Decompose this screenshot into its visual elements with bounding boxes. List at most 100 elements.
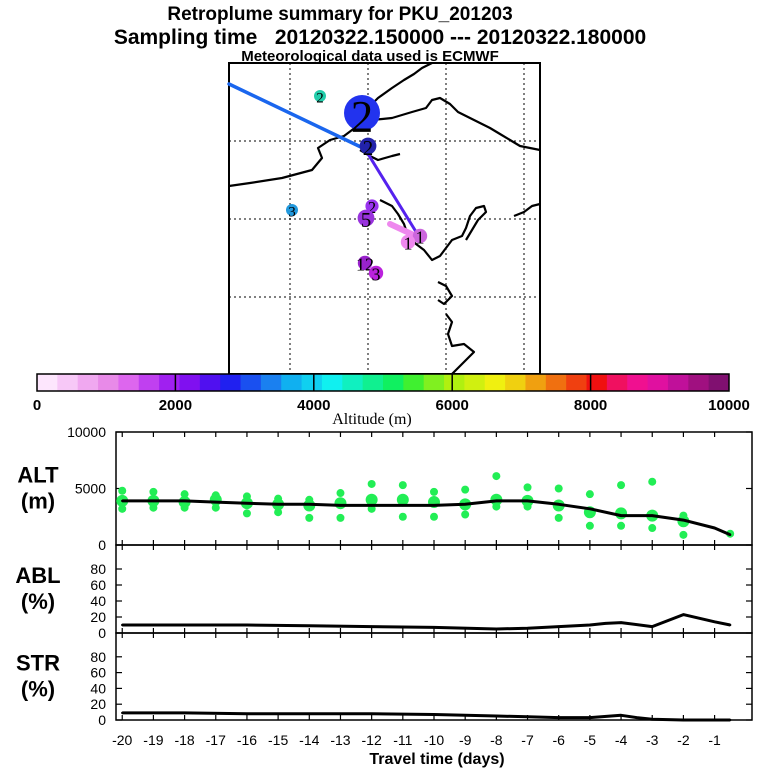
map-cluster-marker (357, 209, 375, 227)
colorbar-swatch (688, 374, 710, 391)
y-tick-label: 20 (90, 696, 106, 712)
sampling-time: Sampling time 20120322.150000 --- 201203… (114, 26, 646, 49)
colorbar-swatch (423, 374, 445, 391)
series-point (682, 718, 685, 722)
colorbar-swatch (566, 374, 588, 391)
series-point (588, 716, 592, 719)
colorbar-swatch (545, 374, 567, 391)
colorbar-swatch (586, 374, 608, 391)
altitude-cluster-point (679, 530, 688, 539)
colorbar-swatch (199, 374, 221, 391)
altitude-cluster-point (430, 487, 438, 496)
colorbar-swatch (159, 374, 180, 391)
series-point (432, 626, 436, 629)
y-tick-label: 60 (90, 665, 106, 681)
series-point (463, 503, 467, 506)
series-point (308, 624, 311, 627)
y-tick-label: 0 (98, 625, 106, 641)
map-cluster-label: 2 (351, 92, 374, 142)
altitude-cluster-point (365, 493, 378, 506)
time-series-panels: 1000050000ALT(m)806040200ABL(%)806040200… (15, 424, 753, 748)
x-tick-label: -7 (521, 732, 534, 748)
figure-title: Retroplume summary for PKU_201203 (167, 4, 512, 25)
series-point (370, 712, 373, 715)
x-tick-label: -19 (143, 732, 163, 748)
x-tick-label: -17 (206, 732, 226, 748)
series-point (121, 711, 124, 715)
altitude-cluster-point (648, 524, 657, 533)
series-point (370, 504, 373, 507)
series-point (619, 621, 623, 624)
series-point (526, 715, 529, 719)
series-point (619, 514, 623, 517)
map-cluster-label: 5 (361, 208, 372, 232)
map-cluster-label: 2 (316, 90, 324, 106)
colorbar-swatch (708, 374, 730, 391)
altitude-cluster-point (118, 486, 127, 495)
panel-label: (%) (21, 589, 55, 614)
colorbar-swatch (281, 374, 303, 391)
altitude-cluster-point (461, 485, 470, 494)
series-point (152, 499, 155, 503)
series-line-abl (122, 613, 731, 631)
series-point (604, 622, 607, 625)
map-cluster-marker (344, 95, 380, 131)
colorbar-swatch (321, 374, 343, 391)
x-tick-label: -9 (459, 732, 472, 748)
colorbar-swatch (525, 374, 547, 391)
map-cluster-marker (412, 228, 428, 244)
altitude-cluster-point (585, 490, 594, 499)
y-tick-label: 20 (90, 609, 106, 625)
series-line-str (122, 711, 731, 722)
map-cluster-label: 1 (416, 228, 425, 248)
trajectory-segment-a (227, 82, 367, 151)
series-point (276, 503, 280, 506)
colorbar-tick-label: 8000 (574, 397, 607, 414)
colorbar-swatch (260, 374, 282, 391)
altitude-cluster-point (492, 472, 501, 481)
colorbar-swatch (403, 374, 425, 391)
altitude-cluster-point (305, 513, 314, 522)
map-cluster-marker (368, 265, 384, 281)
altitude-cluster-point (554, 484, 563, 493)
panel-frame (115, 632, 753, 721)
y-tick-label: 5000 (75, 481, 106, 497)
altitude-cluster-point (336, 489, 345, 498)
altitude-cluster-point (149, 487, 158, 496)
x-tick-label: -3 (646, 732, 659, 748)
map-cluster-marker (314, 90, 326, 102)
x-tick-label: -8 (490, 732, 503, 748)
series-point (495, 627, 498, 631)
series-point (495, 499, 498, 503)
y-tick-label: 80 (90, 649, 106, 665)
series-point (308, 712, 311, 715)
series-point (526, 627, 529, 630)
colorbar-tick-label: 6000 (436, 397, 469, 414)
colorbar-swatch (98, 374, 119, 391)
x-tick-label: -18 (174, 732, 194, 748)
colorbar-swatch (505, 374, 526, 391)
altitude-cluster-point (398, 512, 407, 521)
series-point (183, 623, 186, 627)
series-point (713, 620, 716, 623)
trajectory-segment-b (363, 147, 420, 237)
altitude-cluster-point (334, 497, 347, 510)
colorbar-tick-label: 0 (33, 397, 41, 414)
colorbar-swatch (464, 374, 486, 391)
x-tick-label: -10 (424, 732, 444, 748)
altitude-colorbar: 0 2000 4000 6000 8000 10000 Altitude (m) (33, 373, 750, 428)
series-point (728, 623, 732, 627)
colorbar-swatch (179, 374, 201, 391)
colorbar-swatch (77, 374, 99, 391)
series-point (557, 503, 560, 506)
altitude-cluster-point (367, 479, 376, 488)
y-tick-label: 40 (90, 680, 106, 696)
colorbar-swatch (37, 374, 58, 391)
colorbar-swatch (240, 374, 262, 391)
map-cluster-marker (365, 199, 379, 213)
map-cluster-marker (400, 234, 416, 250)
colorbar-swatch (342, 374, 364, 391)
met-data-note: Meteorological data used is ECMWF (241, 48, 499, 65)
series-point (635, 716, 638, 719)
